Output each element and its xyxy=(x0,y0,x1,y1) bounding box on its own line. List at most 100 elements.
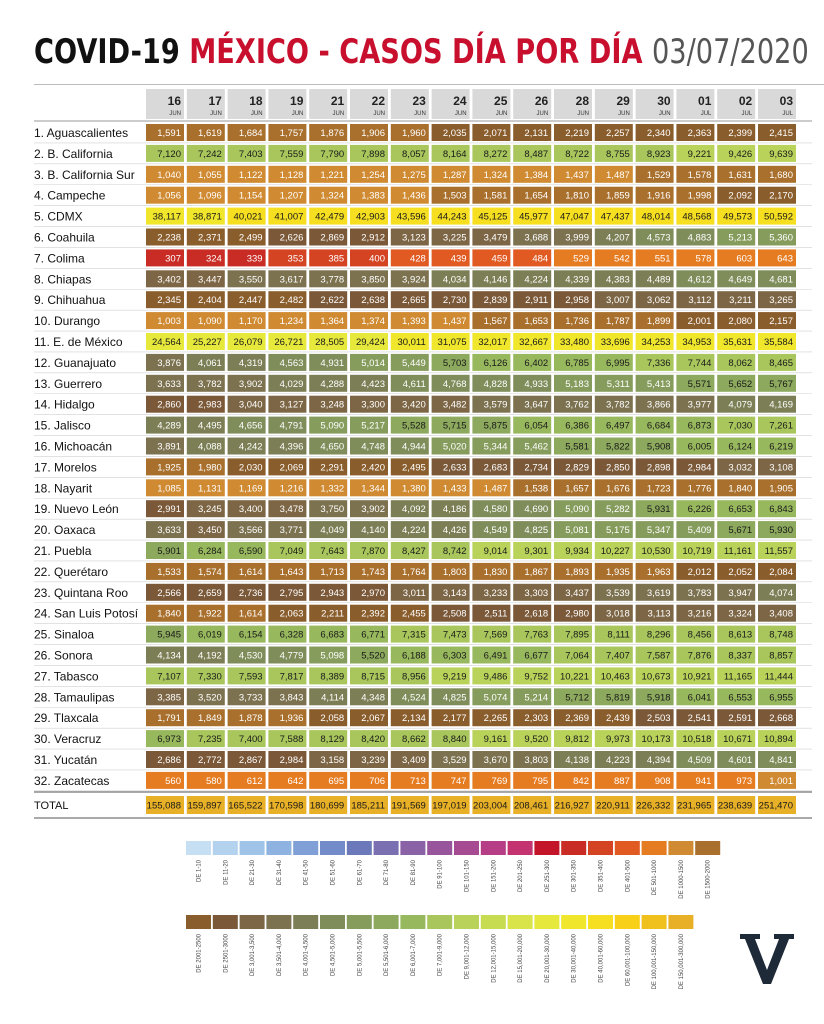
data-cell-value: 38,871 xyxy=(193,212,222,223)
data-cell xyxy=(227,709,266,727)
data-cell-value: 2,420 xyxy=(361,462,385,473)
data-cell-value: 1,529 xyxy=(647,170,671,181)
data-cell xyxy=(554,437,592,455)
total-cell xyxy=(431,796,470,814)
data-cell xyxy=(717,333,756,350)
data-cell xyxy=(227,270,266,288)
data-cell-value: 10,921 xyxy=(682,671,711,682)
data-cell-value: 4,079 xyxy=(728,400,752,411)
data-cell-value: 1,207 xyxy=(280,191,304,202)
data-cell-value: 1,574 xyxy=(198,567,222,578)
data-cell xyxy=(472,291,511,309)
data-cell xyxy=(309,542,348,559)
data-cell xyxy=(146,458,184,476)
data-cell-value: 4,530 xyxy=(239,651,263,662)
legend-swatch xyxy=(641,915,667,929)
data-cell-value: 2,829 xyxy=(565,462,589,473)
data-cell xyxy=(513,395,552,413)
data-cell-value: 3,999 xyxy=(565,233,589,244)
data-cell-value: 3,400 xyxy=(239,504,263,515)
data-cell xyxy=(309,374,348,392)
data-cell-value: 2,340 xyxy=(647,128,671,139)
data-cell-value: 3,265 xyxy=(769,295,793,306)
data-cell xyxy=(594,583,633,601)
data-cell-value: 1,922 xyxy=(198,609,222,620)
data-cell-value: 642 xyxy=(288,776,304,787)
data-cell-value: 1,936 xyxy=(280,713,304,724)
data-cell xyxy=(594,270,633,288)
legend-label: DE 11-20 xyxy=(223,859,229,885)
legend-swatch xyxy=(507,915,533,929)
data-cell-value: 2,067 xyxy=(361,713,385,724)
data-cell xyxy=(554,374,592,392)
data-cell xyxy=(431,667,470,685)
data-cell xyxy=(676,751,715,768)
data-cell-value: 3,733 xyxy=(239,692,263,703)
data-cell xyxy=(268,730,307,748)
data-cell xyxy=(717,604,756,622)
data-cell xyxy=(717,667,756,685)
data-cell-value: 4,224 xyxy=(402,525,426,536)
data-cell-value: 6,154 xyxy=(239,630,263,641)
data-cell-value: 1,380 xyxy=(402,483,426,494)
date-header-cell xyxy=(390,89,429,119)
data-cell xyxy=(431,395,470,413)
data-cell xyxy=(268,228,307,246)
legend-swatch xyxy=(614,841,640,855)
data-cell xyxy=(146,333,184,350)
data-cell xyxy=(146,542,184,559)
state-label: 11. E. de México xyxy=(34,335,123,349)
date-day-label: 30 xyxy=(657,94,671,108)
data-cell-value: 2,911 xyxy=(525,295,548,306)
data-cell-value: 1,085 xyxy=(157,483,181,494)
total-cell-value: 180,699 xyxy=(310,801,344,812)
data-cell xyxy=(390,625,429,643)
data-cell-value: 2,371 xyxy=(198,233,222,244)
data-cell-value: 2,665 xyxy=(402,295,426,306)
state-label: 4. Campeche xyxy=(34,189,106,203)
data-cell xyxy=(350,333,388,350)
total-cell-value: 216,927 xyxy=(555,801,589,812)
legend-label: DE 201-250 xyxy=(518,859,524,892)
data-cell xyxy=(350,751,388,768)
data-cell xyxy=(431,291,470,309)
data-cell-value: 2,069 xyxy=(280,462,304,473)
data-cell xyxy=(227,395,266,413)
data-cell-value: 3,158 xyxy=(320,755,344,766)
date-day-label: 03 xyxy=(780,94,794,108)
data-cell-value: 8,857 xyxy=(769,651,793,662)
legend-label: DE 4,001-4,500 xyxy=(304,933,310,976)
data-cell-value: 1,533 xyxy=(157,567,181,578)
data-cell-value: 4,394 xyxy=(647,755,671,766)
data-cell xyxy=(676,730,715,748)
data-cell-value: 1,925 xyxy=(157,462,181,473)
data-cell-value: 4,029 xyxy=(280,379,304,390)
data-cell-value: 4,396 xyxy=(280,442,304,453)
data-cell-value: 4,573 xyxy=(647,233,671,244)
data-cell xyxy=(146,771,184,789)
data-cell xyxy=(758,500,796,518)
data-cell xyxy=(472,144,511,162)
data-cell-value: 4,611 xyxy=(403,379,426,390)
data-cell xyxy=(717,562,756,580)
data-cell xyxy=(554,165,592,183)
data-cell-value: 3,233 xyxy=(484,588,508,599)
data-cell xyxy=(186,228,225,246)
data-cell xyxy=(268,312,307,330)
data-cell-value: 4,489 xyxy=(647,274,671,285)
data-cell xyxy=(227,437,266,455)
data-cell-value: 1,003 xyxy=(157,316,181,327)
data-cell xyxy=(268,688,307,706)
data-cell xyxy=(268,709,307,727)
data-cell-value: 24,564 xyxy=(152,337,181,348)
data-cell xyxy=(758,688,796,706)
data-cell-value: 8,389 xyxy=(320,671,344,682)
legend-label: DE 1-10 xyxy=(197,859,203,882)
data-cell-value: 9,934 xyxy=(565,546,589,557)
data-cell-value: 34,953 xyxy=(682,337,711,348)
data-cell xyxy=(472,186,511,204)
data-cell xyxy=(635,144,674,162)
data-cell xyxy=(227,730,266,748)
data-cell xyxy=(268,416,307,434)
data-cell xyxy=(431,458,470,476)
